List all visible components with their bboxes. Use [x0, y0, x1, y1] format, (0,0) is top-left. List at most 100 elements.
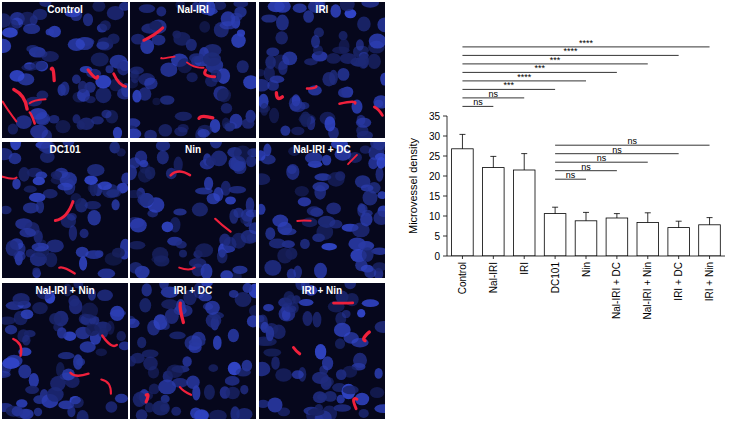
nucleus [326, 202, 341, 214]
panel-background [130, 142, 256, 278]
nucleus [169, 332, 185, 340]
nucleus [259, 173, 270, 185]
vessel [180, 303, 183, 322]
nucleus [303, 311, 313, 326]
nucleus [167, 365, 184, 379]
nucleus [186, 375, 199, 389]
bar [606, 218, 628, 256]
nucleus [98, 182, 112, 190]
nucleus [130, 356, 136, 367]
x-tick-label: IRI + DC [673, 262, 684, 301]
bar [544, 214, 566, 256]
nucleus [92, 2, 105, 12]
nucleus [229, 186, 247, 194]
nucleus [263, 304, 274, 311]
x-tick-label: Nal-IRI [488, 262, 499, 293]
nucleus [165, 309, 179, 324]
significance-label: ns [628, 136, 638, 146]
nucleus [33, 9, 47, 20]
nucleus [220, 270, 233, 278]
nucleus [287, 165, 297, 174]
micrograph [130, 2, 256, 138]
vessel [294, 348, 300, 354]
micrograph [259, 283, 385, 419]
nucleus [325, 116, 336, 131]
nucleus [139, 4, 155, 13]
error-stem [462, 134, 463, 148]
nucleus [80, 229, 89, 238]
error-bar [676, 221, 682, 227]
nucleus [2, 39, 11, 53]
nucleus [2, 28, 18, 38]
nucleus [276, 15, 289, 31]
vessel [297, 220, 311, 222]
nucleus [203, 52, 221, 66]
bar [483, 168, 505, 256]
nucleus [265, 56, 276, 69]
vessel [179, 268, 195, 270]
vessel [2, 176, 17, 179]
nucleus [210, 142, 222, 148]
nucleus [95, 87, 111, 103]
nucleus [189, 53, 205, 63]
nucleus [2, 206, 12, 214]
nucleus [34, 408, 42, 416]
nucleus [130, 129, 141, 139]
nucleus [87, 164, 104, 176]
x-tick [647, 256, 648, 259]
x-tick-label: Nin [581, 262, 592, 277]
nucleus [96, 41, 109, 49]
vessel [161, 57, 174, 59]
nucleus [243, 283, 253, 293]
nucleus [130, 218, 147, 232]
panel-background [2, 142, 128, 278]
nucleus [247, 315, 256, 327]
nucleus [195, 188, 213, 195]
nucleus [12, 406, 23, 416]
vessel [307, 86, 316, 88]
panel-background [259, 2, 385, 138]
nucleus [299, 102, 310, 109]
vessel [199, 116, 213, 118]
nucleus [35, 50, 47, 58]
nucleus [374, 404, 385, 413]
nucleus [223, 237, 236, 252]
error-cap [707, 217, 713, 218]
vessel [101, 380, 111, 394]
nucleus [49, 313, 61, 325]
nucleus [142, 350, 159, 358]
nucleus [177, 58, 192, 73]
nucleus [295, 186, 309, 196]
nucleus [337, 395, 345, 404]
nucleus [77, 410, 89, 419]
nucleus [107, 6, 124, 20]
nucleus [293, 3, 307, 13]
vessel [51, 68, 54, 80]
nucleus [326, 53, 340, 64]
figure: ControlNal-IRIIRIDC101NinNal-IRI + DCNal… [0, 0, 735, 423]
nucleus [57, 183, 72, 191]
nucleus [249, 305, 256, 317]
vessel [354, 399, 357, 409]
error-cap [614, 213, 620, 214]
nucleus [356, 39, 364, 51]
nucleus [246, 210, 256, 218]
error-cap [583, 212, 589, 213]
nucleus [292, 370, 304, 379]
nucleus [206, 157, 216, 167]
nucleus [229, 290, 239, 298]
nucleus [266, 326, 274, 341]
error-cap [490, 156, 496, 157]
y-tick-label: 35 [429, 111, 441, 122]
nucleus [159, 283, 169, 290]
y-tick [443, 196, 447, 197]
x-tick [555, 256, 556, 259]
nucleus [98, 268, 116, 278]
nucleus [233, 208, 243, 218]
nucleus [101, 110, 111, 118]
micrograph [130, 283, 256, 419]
nucleus [182, 356, 191, 367]
nucleus [233, 2, 248, 8]
nucleus [171, 407, 181, 416]
vessel [13, 339, 21, 356]
